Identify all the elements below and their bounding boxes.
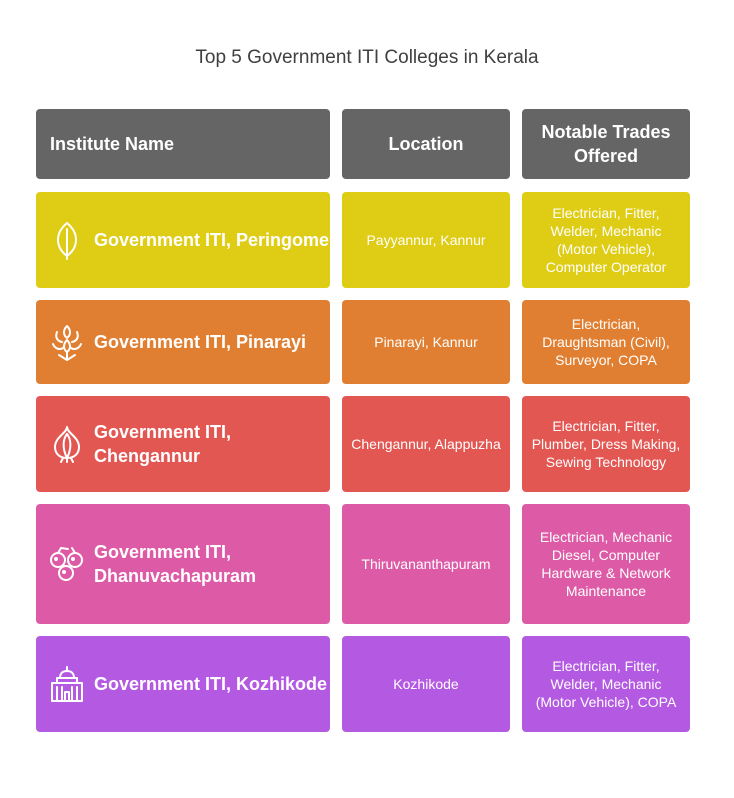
row-4-institute: Government ITI, Dhanuvachapuram [36,504,330,624]
row-1-location: Payyannur, Kannur [342,192,510,288]
trades-text: Electrician, Fitter, Welder, Mechanic (M… [545,205,667,275]
institute-name: Government ITI, Peringome [94,230,330,250]
institute-name: Government ITI, Pinarayi [94,332,307,352]
row-2-institute: Government ITI, Pinarayi [36,300,330,384]
header-institute-name: Institute Name [36,109,330,179]
row-5-location: Kozhikode [342,636,510,732]
institute-name: Government ITI, Kozhikode [94,674,328,694]
plant-sprout-icon [48,322,86,362]
header-notable-trades-label: Notable Trades Offered [541,122,671,166]
institute-name: Government ITI, Dhanuvachapuram [94,542,257,586]
row-2-location: Pinarayi, Kannur [342,300,510,384]
temple-building-icon [48,664,86,704]
row-5-institute: Government ITI, Kozhikode [36,636,330,732]
trades-text: Electrician, Fitter, Plumber, Dress Maki… [531,418,681,470]
header-location-label: Location [388,134,464,154]
row-3-location: Chengannur, Alappuzha [342,396,510,492]
row-1-trades: Electrician, Fitter, Welder, Mechanic (M… [522,192,690,288]
onion-icon [48,424,86,464]
header-institute-name-label: Institute Name [50,134,175,154]
row-1-institute: Government ITI, Peringome [36,192,330,288]
trades-text: Electrician, Draughtsman (Civil), Survey… [542,316,670,368]
row-2-trades: Electrician, Draughtsman (Civil), Survey… [522,300,690,384]
berries-icon [48,544,86,584]
institute-name: Government ITI, Chengannur [94,422,232,466]
row-5-trades: Electrician, Fitter, Welder, Mechanic (M… [522,636,690,732]
header-notable-trades: Notable Trades Offered [522,109,690,179]
location-text: Pinarayi, Kannur [374,334,478,350]
location-text: Thiruvananthapuram [361,556,491,572]
leaf-icon [48,220,86,260]
row-3-institute: Government ITI, Chengannur [36,396,330,492]
location-text: Payyannur, Kannur [366,232,486,248]
location-text: Kozhikode [393,676,459,692]
location-text: Chengannur, Alappuzha [351,436,501,452]
row-4-location: Thiruvananthapuram [342,504,510,624]
trades-text: Electrician, Mechanic Diesel, Computer H… [539,529,673,599]
page-title: Top 5 Government ITI Colleges in Kerala [195,47,539,68]
row-3-trades: Electrician, Fitter, Plumber, Dress Maki… [522,396,690,492]
trades-text: Electrician, Fitter, Welder, Mechanic (M… [535,658,677,710]
row-4-trades: Electrician, Mechanic Diesel, Computer H… [522,504,690,624]
header-location: Location [342,109,510,179]
